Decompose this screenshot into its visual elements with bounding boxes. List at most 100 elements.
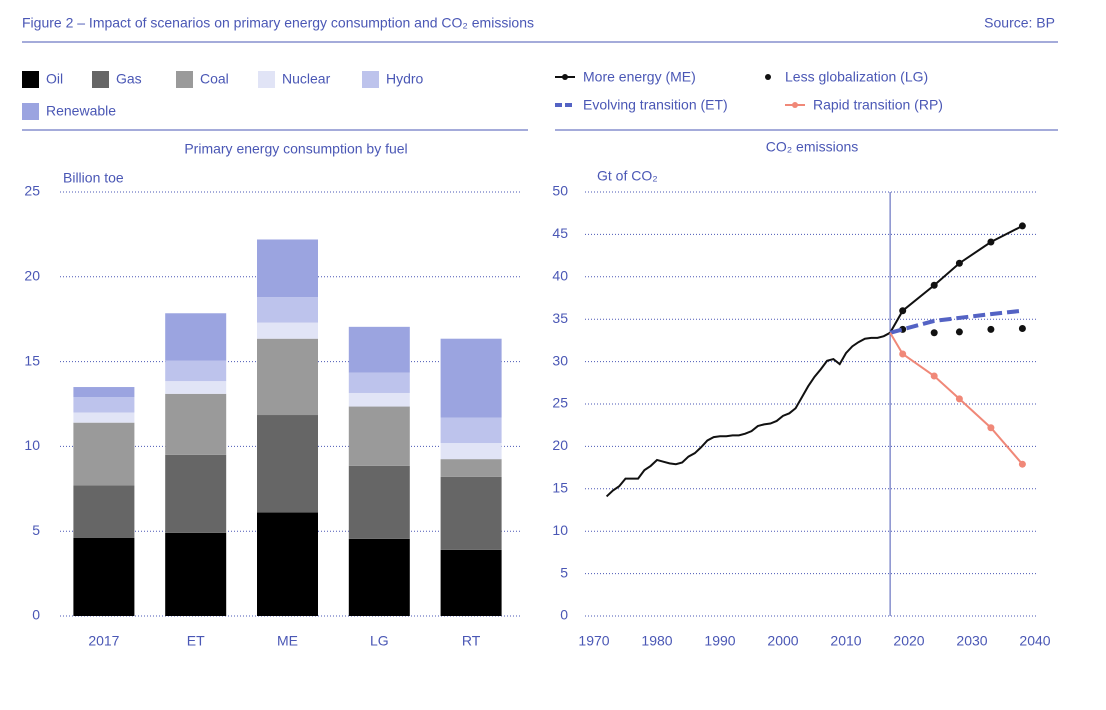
y-tick-label: 15 <box>552 480 568 496</box>
y-tick-label: 5 <box>32 522 40 538</box>
marker <box>987 325 995 333</box>
bar-segment <box>348 326 410 373</box>
x-tick-label: 2010 <box>830 633 861 649</box>
legend-swatch <box>362 71 379 88</box>
figure-title: Figure 2 – Impact of scenarios on primar… <box>22 15 534 31</box>
y-axis-label: Billion toe <box>63 170 124 186</box>
marker <box>1018 460 1026 468</box>
bar-segment <box>73 412 135 423</box>
series-line <box>889 308 1023 335</box>
bar-segment <box>440 476 502 550</box>
marker <box>930 372 938 380</box>
marker <box>899 350 907 358</box>
legend-label: Less globalization (LG) <box>785 69 928 85</box>
legend-label: Evolving transition (ET) <box>583 97 728 113</box>
bar-segment <box>257 239 318 298</box>
series-line <box>889 332 1024 465</box>
bar-segment <box>440 459 502 477</box>
bar-segment <box>440 443 502 460</box>
y-tick-label: 40 <box>552 268 568 284</box>
y-tick-label: 5 <box>560 564 568 580</box>
legend-swatch <box>176 71 193 88</box>
bar-segment <box>348 465 410 539</box>
y-tick-label: 0 <box>560 607 568 623</box>
legend-swatch <box>562 74 568 80</box>
bar-segment <box>73 485 135 538</box>
legend-label: Renewable <box>46 103 116 119</box>
bar-segment <box>257 512 318 616</box>
y-tick-label: 0 <box>32 607 40 623</box>
y-tick-label: 25 <box>552 395 568 411</box>
marker <box>899 307 907 315</box>
marker <box>987 424 995 432</box>
bar-segment <box>165 393 227 455</box>
x-tick-label: 1990 <box>704 633 735 649</box>
marker <box>1018 222 1026 230</box>
legend-swatch <box>792 102 798 108</box>
marker <box>930 329 938 337</box>
y-tick-label: 10 <box>24 437 40 453</box>
x-tick-label: 1970 <box>578 633 609 649</box>
bar-segment <box>165 313 227 361</box>
x-tick-label: LG <box>370 633 389 649</box>
legend-swatch <box>765 74 771 80</box>
y-tick-label: 15 <box>24 352 40 368</box>
y-axis-label: Gt of CO₂ <box>597 168 658 184</box>
bar-segment <box>257 297 318 323</box>
bar-segment <box>257 415 318 513</box>
bar-segment <box>73 397 135 413</box>
y-tick-label: 25 <box>24 183 40 199</box>
bar-segment <box>440 549 502 616</box>
bar-segment <box>348 392 410 407</box>
x-tick-label: 2000 <box>767 633 798 649</box>
x-tick-label: 2017 <box>88 633 119 649</box>
legend-swatch <box>258 71 275 88</box>
chart-title: Primary energy consumption by fuel <box>184 141 407 157</box>
bar-segment <box>440 338 502 418</box>
y-tick-label: 10 <box>552 522 568 538</box>
legend-label: Gas <box>116 71 142 87</box>
legend-label: Rapid transition (RP) <box>813 97 943 113</box>
y-tick-label: 20 <box>552 437 568 453</box>
bar-segment <box>257 322 318 339</box>
series-line <box>889 225 1023 334</box>
chart-title: CO₂ emissions <box>766 139 859 155</box>
series-line <box>605 331 891 498</box>
y-tick-label: 30 <box>552 352 568 368</box>
x-tick-label: RT <box>462 633 481 649</box>
bar-segment <box>348 406 410 466</box>
bar-segment <box>165 454 227 533</box>
x-tick-label: 2020 <box>893 633 924 649</box>
marker <box>1018 325 1026 333</box>
legend-label: Hydro <box>386 71 424 87</box>
marker <box>955 259 963 267</box>
bar-segment <box>73 387 135 398</box>
x-tick-label: 2040 <box>1019 633 1050 649</box>
marker <box>930 281 938 289</box>
legend-label: Nuclear <box>282 71 331 87</box>
legend-label: Coal <box>200 71 229 87</box>
legend-swatch <box>92 71 109 88</box>
marker <box>955 328 963 336</box>
bar-segment <box>165 360 227 382</box>
bar-segment <box>73 422 135 486</box>
x-tick-label: ET <box>187 633 205 649</box>
bar-segment <box>165 532 227 616</box>
bar-segment <box>348 372 410 393</box>
legend-swatch <box>22 71 39 88</box>
bar-segment <box>348 538 410 616</box>
y-tick-label: 45 <box>552 225 568 241</box>
bar-segment <box>73 537 135 616</box>
legend-label: Oil <box>46 71 63 87</box>
legend-swatch <box>22 103 39 120</box>
y-tick-label: 35 <box>552 310 568 326</box>
marker <box>955 395 963 403</box>
bar-segment <box>165 381 227 394</box>
marker <box>987 238 995 246</box>
bar-segment <box>440 417 502 444</box>
y-tick-label: 20 <box>24 268 40 284</box>
bar-segment <box>257 338 318 416</box>
x-tick-label: ME <box>277 633 298 649</box>
source: Source: BP <box>984 15 1055 31</box>
